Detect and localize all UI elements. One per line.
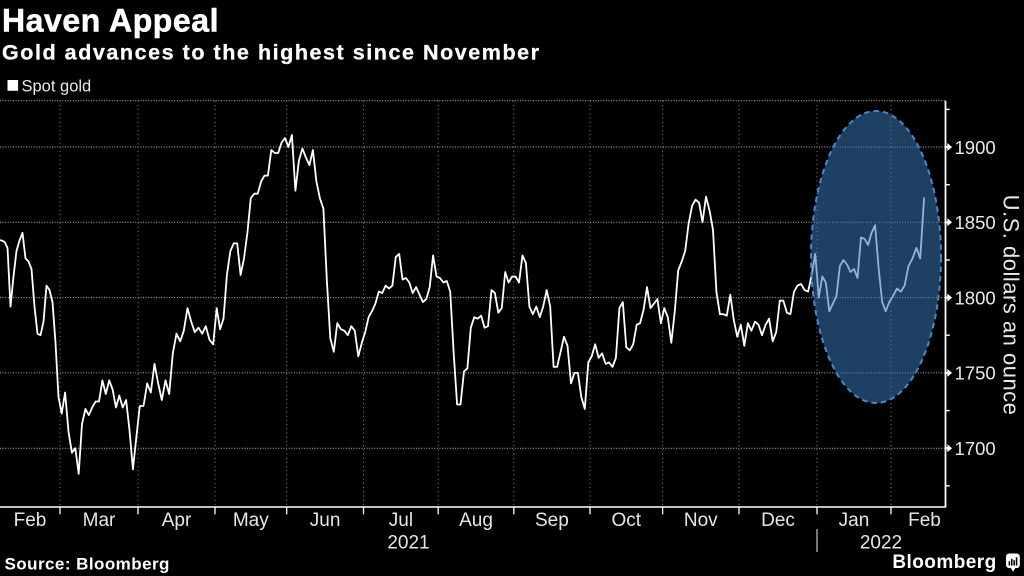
svg-text:Feb: Feb bbox=[14, 510, 47, 531]
svg-text:May: May bbox=[233, 510, 269, 531]
svg-text:Aug: Aug bbox=[459, 510, 493, 531]
svg-text:Haven Appeal: Haven Appeal bbox=[2, 3, 219, 39]
svg-text:Apr: Apr bbox=[162, 510, 192, 531]
svg-text:Jan: Jan bbox=[839, 510, 870, 531]
svg-text:U.S. dollars an ounce: U.S. dollars an ounce bbox=[999, 195, 1024, 416]
svg-text:Gold advances to the highest s: Gold advances to the highest since Novem… bbox=[2, 41, 541, 65]
svg-text:1700: 1700 bbox=[955, 438, 996, 459]
svg-text:Nov: Nov bbox=[684, 510, 718, 531]
svg-text:Dec: Dec bbox=[761, 510, 795, 531]
svg-text:Jul: Jul bbox=[389, 510, 413, 531]
svg-text:Sep: Sep bbox=[535, 510, 569, 531]
svg-text:Source: Bloomberg: Source: Bloomberg bbox=[5, 554, 170, 573]
svg-text:2021: 2021 bbox=[387, 533, 429, 554]
svg-text:1900: 1900 bbox=[955, 137, 996, 158]
svg-text:1800: 1800 bbox=[955, 287, 996, 308]
svg-text:1850: 1850 bbox=[955, 212, 996, 233]
svg-text:Jun: Jun bbox=[310, 510, 341, 531]
svg-text:Oct: Oct bbox=[612, 510, 642, 531]
svg-text:2022: 2022 bbox=[860, 533, 902, 554]
svg-text:1750: 1750 bbox=[955, 363, 996, 384]
svg-text:Spot gold: Spot gold bbox=[22, 77, 92, 95]
svg-text:Mar: Mar bbox=[83, 510, 116, 531]
svg-text:Bloomberg: Bloomberg bbox=[892, 552, 996, 573]
svg-text:Feb: Feb bbox=[908, 510, 941, 531]
